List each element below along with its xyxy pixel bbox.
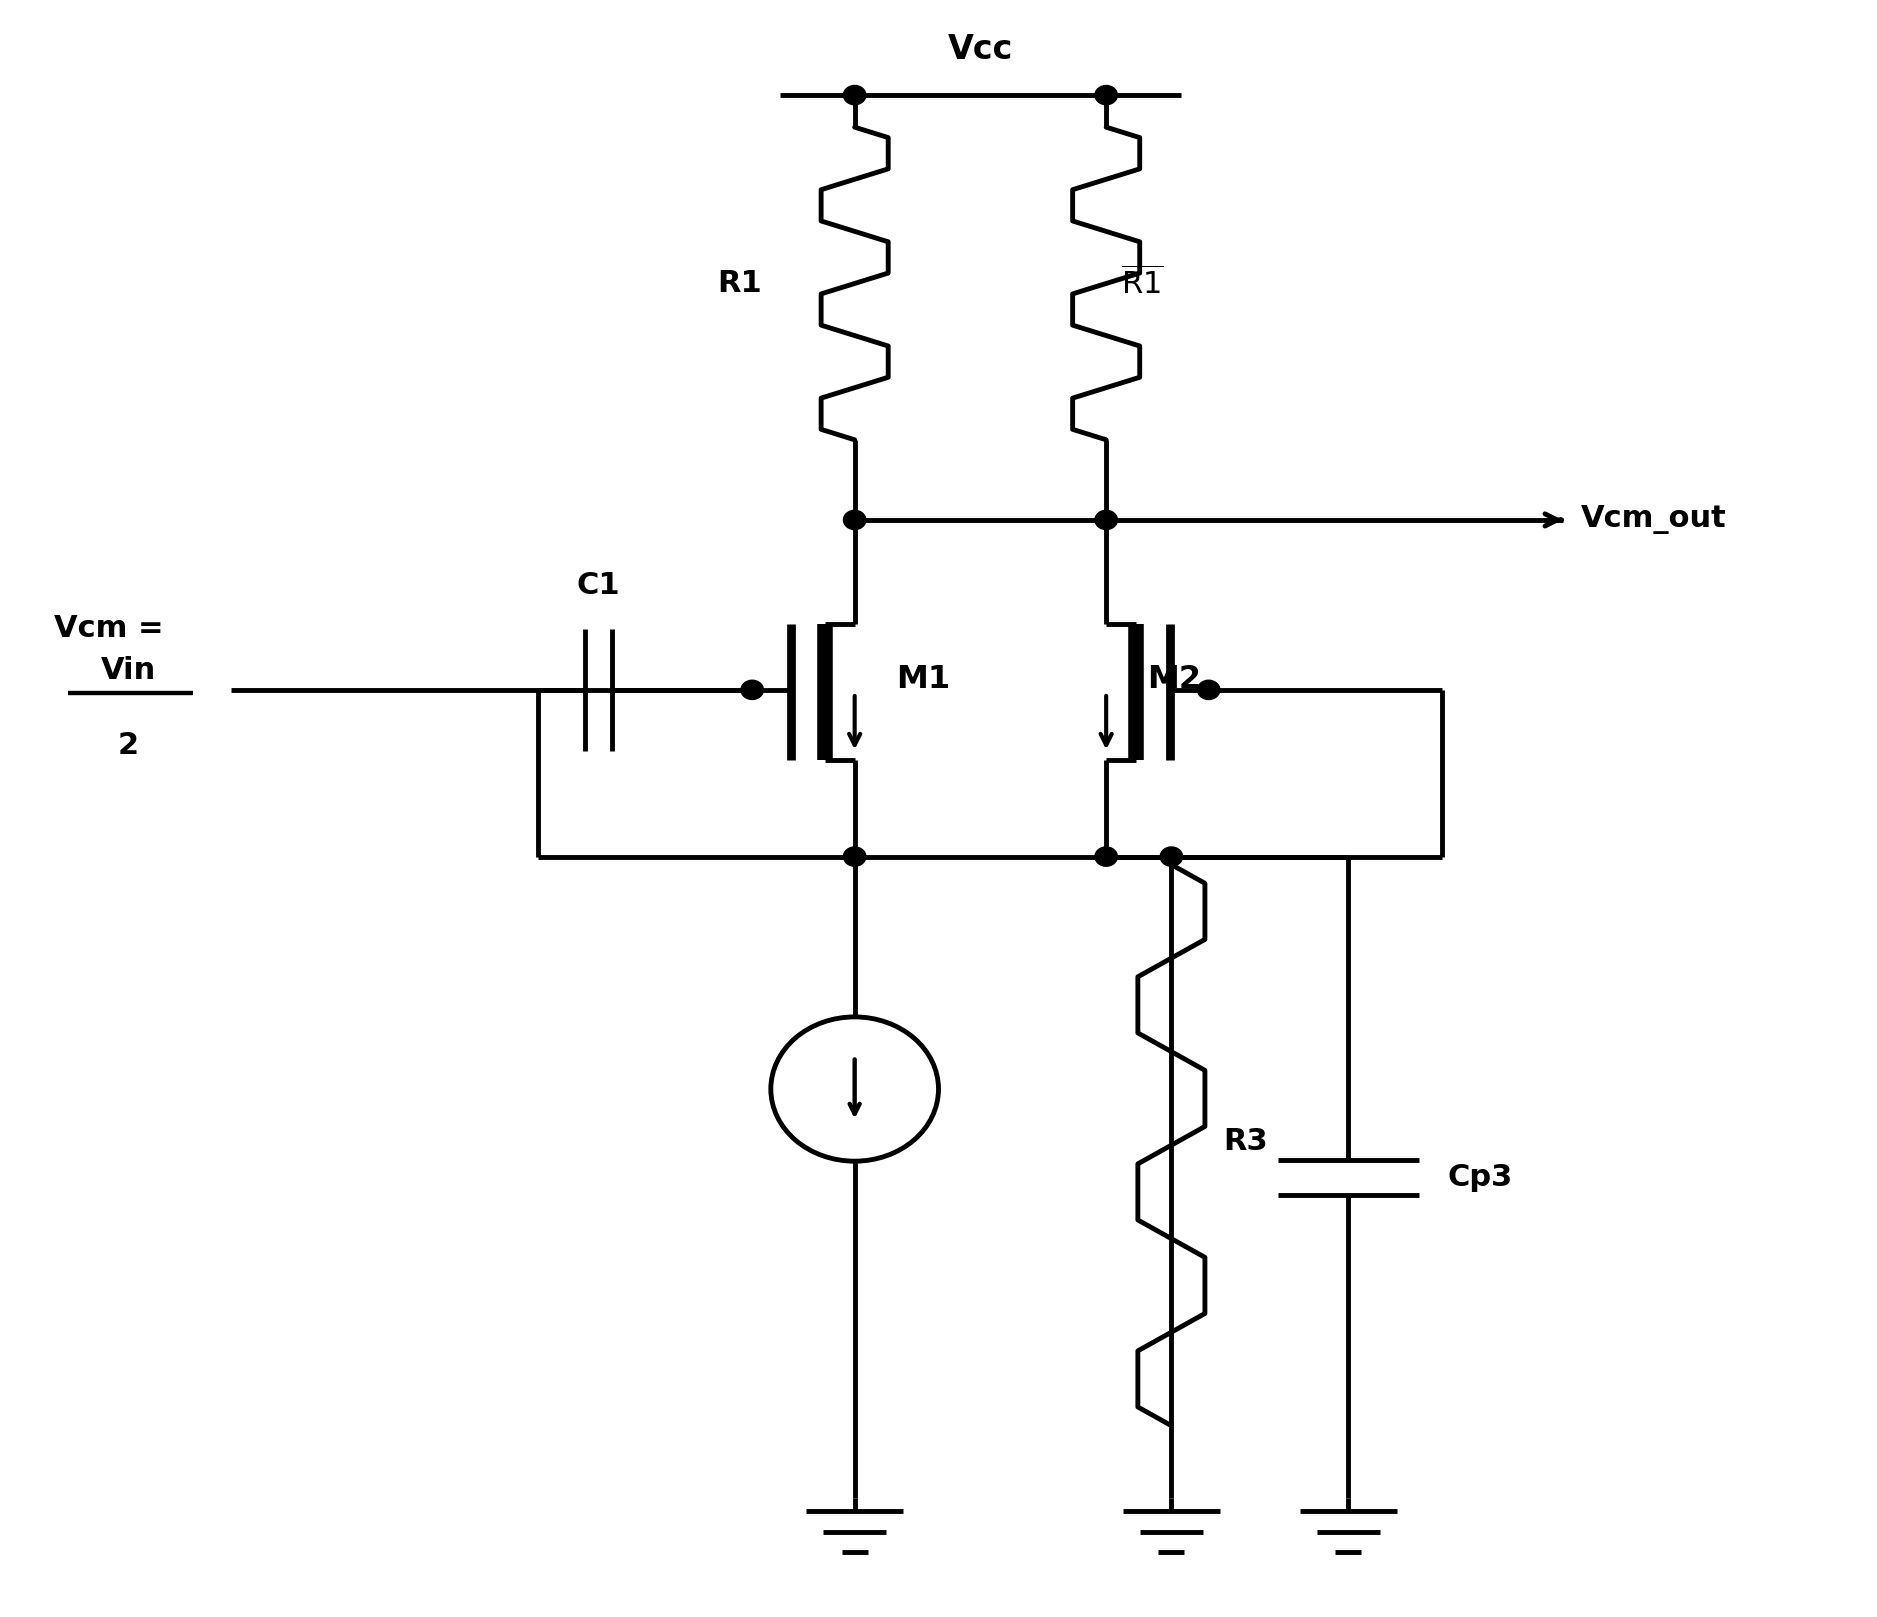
Text: Vcc: Vcc xyxy=(948,34,1014,66)
Text: R3: R3 xyxy=(1224,1127,1269,1156)
Circle shape xyxy=(1094,511,1117,529)
Text: 2: 2 xyxy=(118,731,139,760)
Text: Cp3: Cp3 xyxy=(1447,1163,1513,1192)
Text: C1: C1 xyxy=(576,571,619,600)
Circle shape xyxy=(1198,681,1220,700)
Text: Vin: Vin xyxy=(101,657,156,686)
Circle shape xyxy=(843,511,865,529)
Circle shape xyxy=(741,681,764,700)
Text: M2: M2 xyxy=(1147,665,1201,695)
Text: $\overline{\mathrm{R1}}$: $\overline{\mathrm{R1}}$ xyxy=(1121,267,1164,301)
Circle shape xyxy=(843,86,865,105)
Circle shape xyxy=(843,847,865,867)
Circle shape xyxy=(1094,847,1117,867)
Circle shape xyxy=(1094,86,1117,105)
Text: Vcm =: Vcm = xyxy=(54,614,163,644)
Text: M1: M1 xyxy=(895,665,950,695)
Circle shape xyxy=(1160,847,1183,867)
Text: R1: R1 xyxy=(717,268,762,298)
Text: Vcm_out: Vcm_out xyxy=(1580,506,1727,535)
